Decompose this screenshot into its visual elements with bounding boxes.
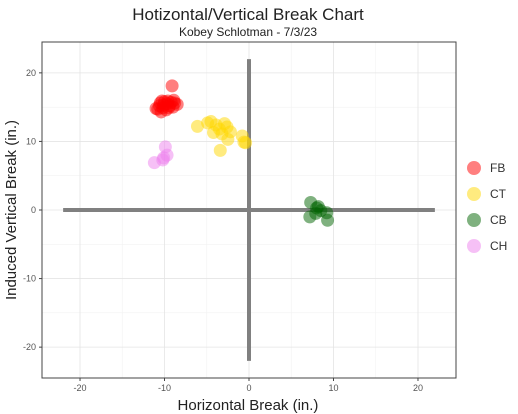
data-point-ct <box>217 117 231 131</box>
legend-label-ct: CT <box>490 187 507 201</box>
legend-marker-fb <box>467 161 481 175</box>
data-point-ct <box>190 119 204 133</box>
data-point-cb <box>311 200 325 214</box>
x-tick-label: -20 <box>74 383 87 393</box>
legend-marker-cb <box>467 213 481 227</box>
y-tick-label: 20 <box>26 68 36 78</box>
legend-label-fb: FB <box>490 161 505 175</box>
data-points <box>147 79 335 227</box>
data-point-cb <box>321 213 335 227</box>
x-tick-label: -10 <box>158 383 171 393</box>
y-tick-label: -20 <box>23 342 36 352</box>
x-axis-title: Horizontal Break (in.) <box>178 397 319 414</box>
data-point-fb <box>157 98 171 112</box>
y-tick-label: 10 <box>26 136 36 146</box>
data-point-ch <box>156 153 170 167</box>
data-point-ct <box>221 132 235 146</box>
y-tick-label: 0 <box>31 205 36 215</box>
chart-title: Hotizontal/Vertical Break Chart <box>132 5 364 24</box>
data-point-cb <box>303 210 317 224</box>
chart-subtitle: Kobey Schlotman - 7/3/23 <box>179 25 317 39</box>
y-tick-label: -10 <box>23 274 36 284</box>
tick-labels: -20 -10 0 10 20 -20 -10 0 10 20 <box>23 68 423 393</box>
reference-lines <box>63 59 435 361</box>
x-tick-label: 10 <box>328 383 338 393</box>
y-axis-title: Induced Vertical Break (in.) <box>3 120 20 300</box>
legend-marker-ct <box>467 187 481 201</box>
data-point-ct <box>239 136 253 150</box>
legend-marker-ch <box>467 239 481 253</box>
legend: FB CT CB CH <box>467 161 507 253</box>
legend-label-ch: CH <box>490 239 507 253</box>
x-tick-label: 0 <box>246 383 251 393</box>
x-tick-label: 20 <box>413 383 423 393</box>
data-point-ct <box>213 143 227 157</box>
data-point-fb <box>165 79 179 93</box>
legend-label-cb: CB <box>490 213 507 227</box>
data-point-ch <box>158 140 172 154</box>
